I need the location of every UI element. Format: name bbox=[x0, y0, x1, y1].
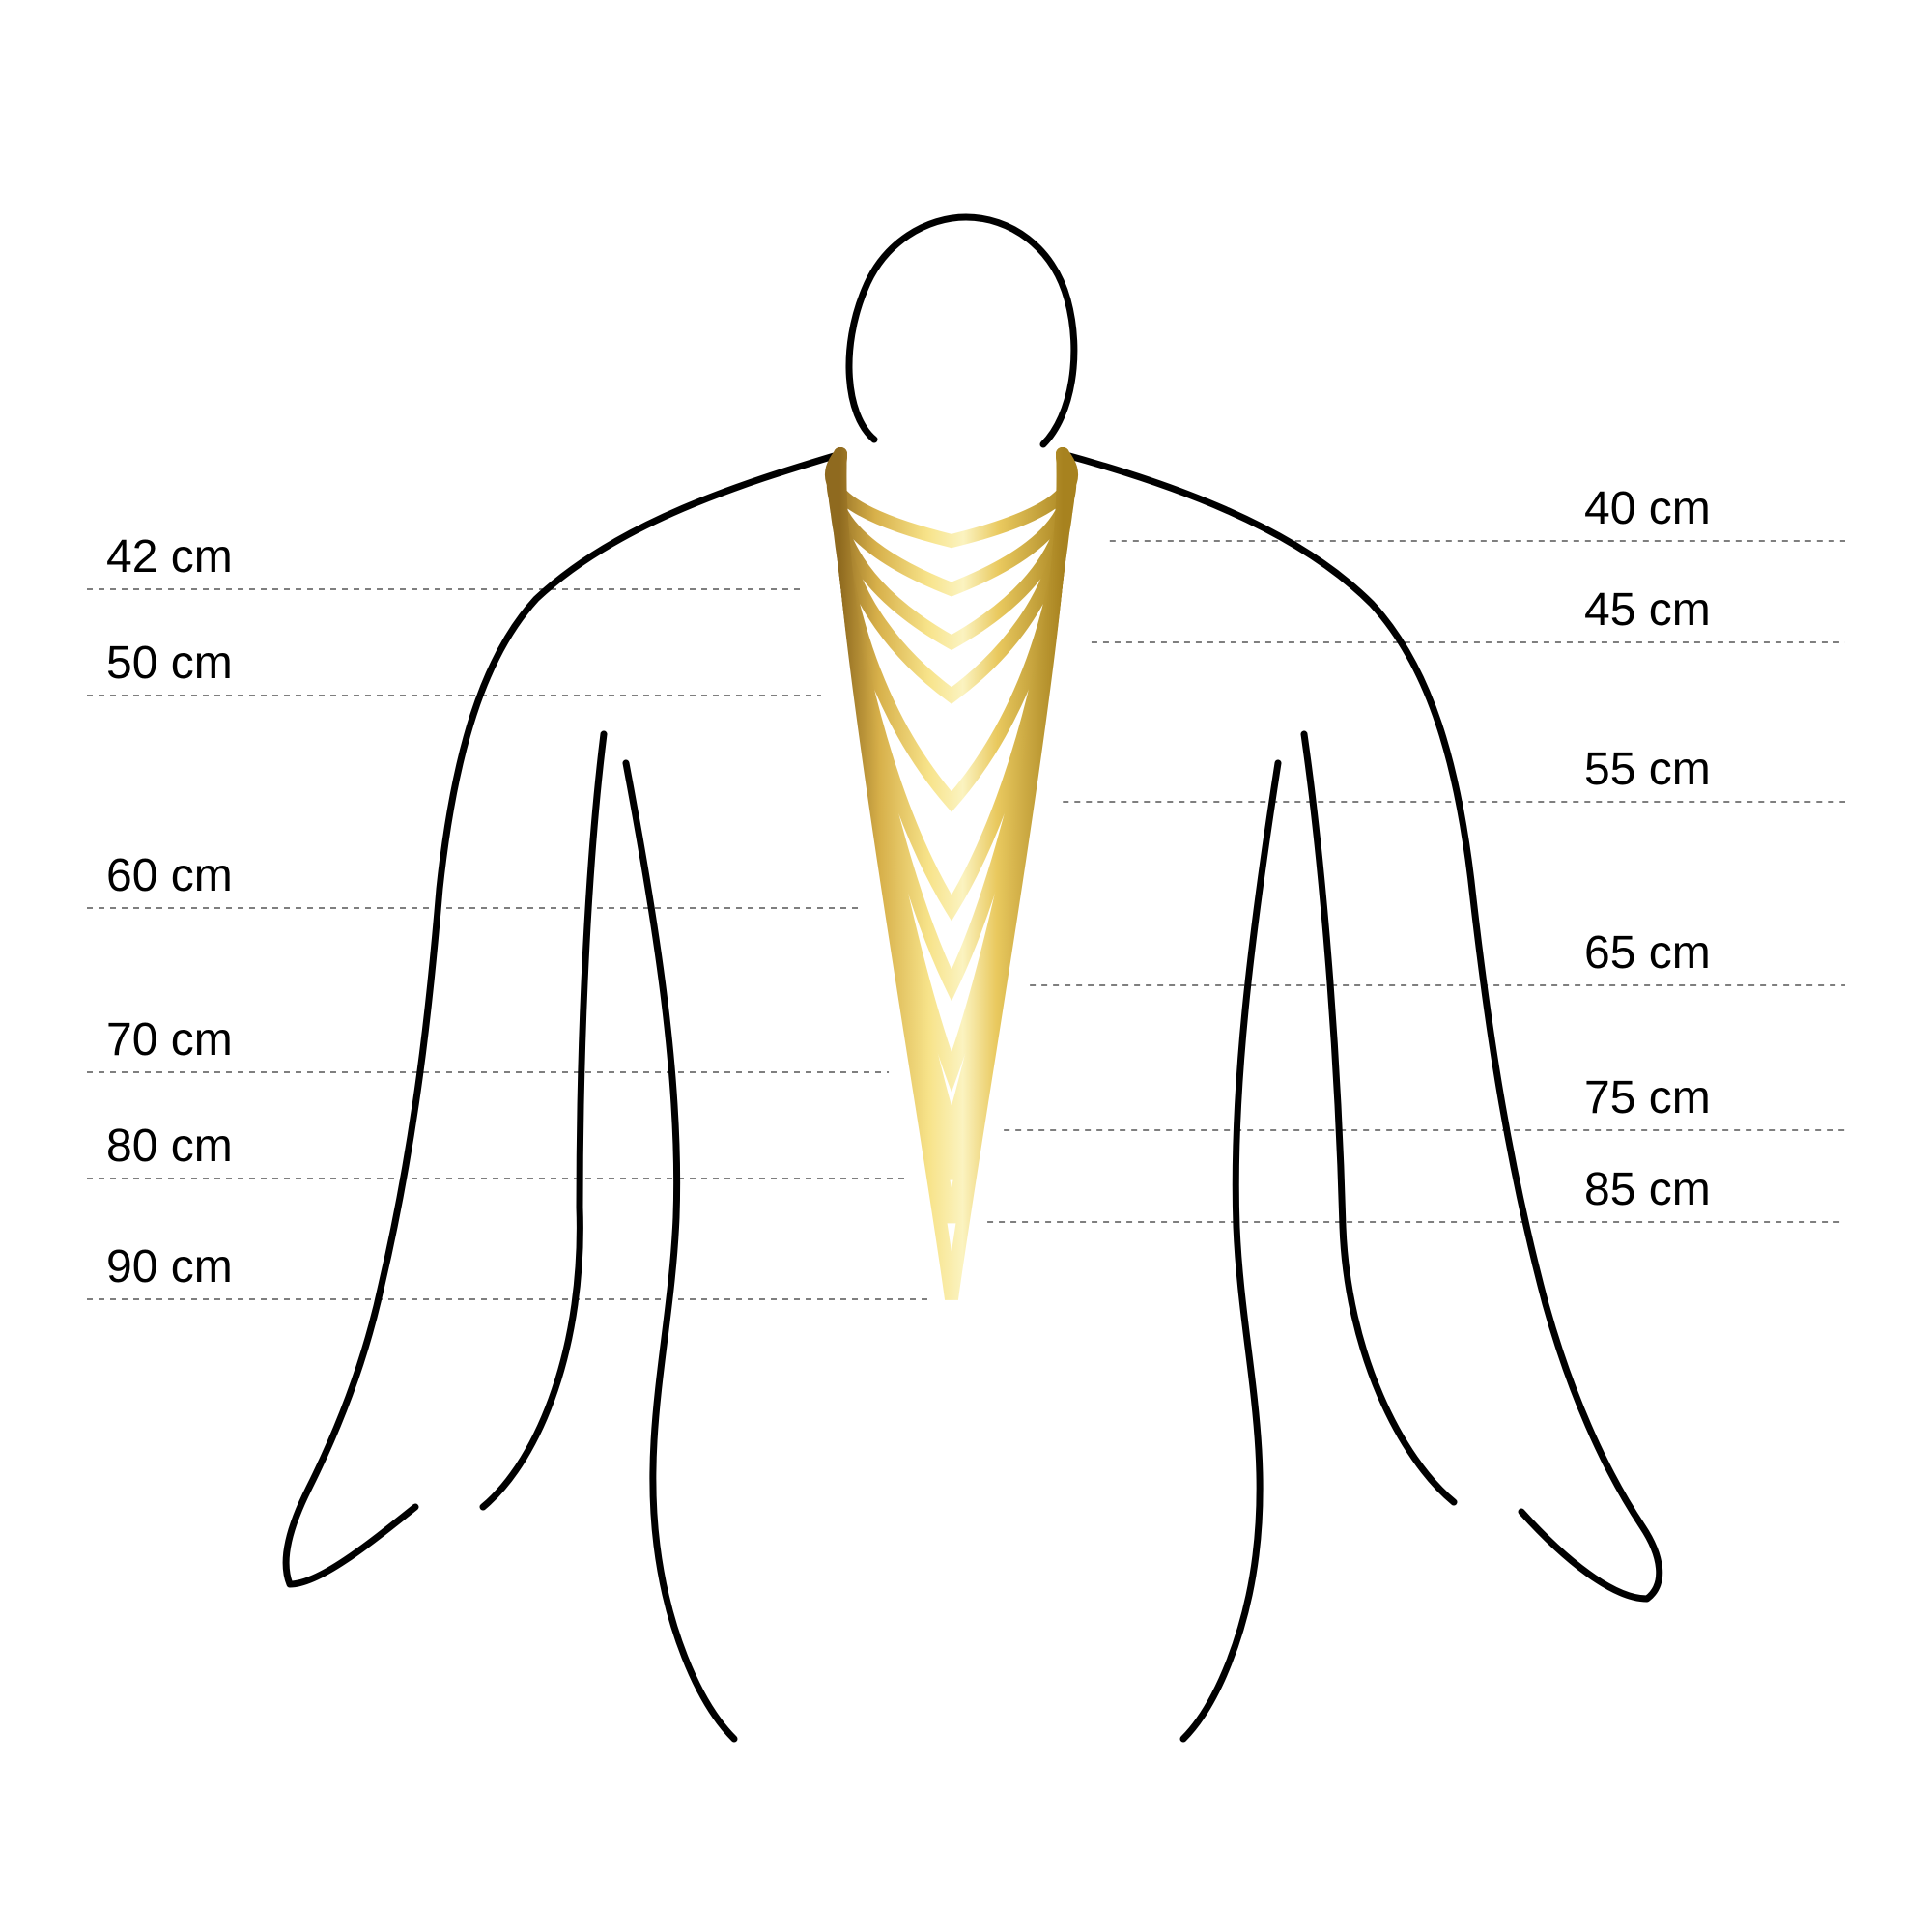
length-label: 60 cm bbox=[106, 850, 233, 901]
length-label: 50 cm bbox=[106, 638, 233, 689]
length-label: 40 cm bbox=[1584, 483, 1711, 534]
length-label: 55 cm bbox=[1584, 744, 1711, 795]
necklace bbox=[832, 454, 1071, 541]
body-outline bbox=[286, 217, 1660, 1739]
length-label: 75 cm bbox=[1584, 1072, 1711, 1123]
length-label: 70 cm bbox=[106, 1014, 233, 1065]
length-label: 65 cm bbox=[1584, 927, 1711, 979]
length-label: 90 cm bbox=[106, 1241, 233, 1293]
length-label: 42 cm bbox=[106, 531, 233, 582]
necklaces bbox=[832, 454, 1071, 1299]
length-label: 80 cm bbox=[106, 1121, 233, 1172]
length-label: 45 cm bbox=[1584, 584, 1711, 636]
length-label: 85 cm bbox=[1584, 1164, 1711, 1215]
